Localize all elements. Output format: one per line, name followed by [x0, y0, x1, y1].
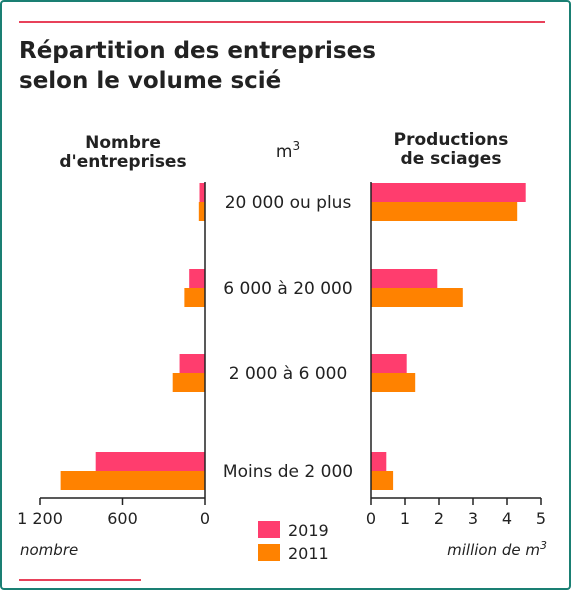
chart-title: Répartition des entreprises selon le vol…	[19, 36, 539, 96]
left-bar-2011-1	[184, 288, 205, 307]
right-header-line-2: de sciages	[401, 149, 502, 169]
right-tick-label-3: 3	[468, 509, 478, 528]
category-labels: 20 000 ou plus 6 000 à 20 000 2 000 à 6 00…	[223, 193, 353, 482]
left-bar-2019-1	[189, 269, 205, 288]
right-bar-2019-3	[371, 452, 387, 471]
right-panel-production: Productions de sciages 0 1 2 3 4 5 million de…	[366, 130, 547, 559]
center-category-column: m3 20 000 ou plus 6 000 à 20 000 2 000 à 6…	[223, 139, 353, 482]
right-axis-unit-sup: 3	[540, 539, 547, 552]
legend-swatch-2011	[258, 544, 280, 561]
right-tick-label-4: 4	[502, 509, 512, 528]
category-label-2: 2 000 à 6 000	[229, 364, 348, 384]
left-panel-companies: Nombre d'entreprises 1 200 600 0 nombre	[17, 133, 210, 559]
left-bar-2011-3	[60, 471, 205, 490]
right-axis-unit: million de m3	[447, 539, 547, 559]
left-bar-2011-0	[198, 202, 205, 221]
right-tick-label-0: 0	[366, 509, 376, 528]
chart-title-line-2: selon le volume scié	[19, 68, 282, 94]
left-bar-2019-0	[199, 183, 205, 202]
right-bar-2011-0	[371, 202, 518, 221]
left-tick-label-0: 1 200	[17, 509, 63, 528]
right-bar-2019-1	[371, 269, 438, 288]
right-tick-label-2: 2	[434, 509, 444, 528]
right-bar-2019-0	[371, 183, 526, 202]
right-tick-label-1: 1	[400, 509, 410, 528]
left-header-line-1: Nombre	[85, 133, 161, 153]
left-axis-unit: nombre	[20, 541, 78, 559]
left-axis-ticks: 1 200 600 0	[17, 498, 210, 528]
right-bars	[371, 183, 526, 490]
legend-label-2011: 2011	[288, 544, 329, 563]
center-unit-sup: 3	[292, 139, 300, 153]
bottom-accent-rule	[19, 579, 141, 581]
category-label-0: 20 000 ou plus	[225, 193, 352, 213]
chart-title-line-1: Répartition des entreprises	[19, 38, 376, 64]
center-unit-label: m3	[276, 139, 300, 162]
right-bar-2019-2	[371, 354, 407, 373]
right-bar-2011-3	[371, 471, 394, 490]
left-tick-label-2: 0	[200, 509, 210, 528]
left-bar-2019-2	[179, 354, 205, 373]
right-header-line-1: Productions	[394, 130, 509, 150]
legend-label-2019: 2019	[288, 521, 329, 540]
left-bar-2019-3	[95, 452, 205, 471]
left-tick-label-1: 600	[107, 509, 138, 528]
left-header-line-2: d'entreprises	[59, 152, 186, 172]
category-label-3: Moins de 2 000	[223, 462, 353, 482]
right-tick-label-5: 5	[536, 509, 546, 528]
legend-swatch-2019	[258, 521, 280, 538]
legend: 2019 2011	[258, 521, 329, 563]
right-axis-unit-main: million de m	[447, 541, 540, 559]
right-bar-2011-2	[371, 373, 416, 392]
top-accent-rule	[19, 21, 545, 23]
right-bar-2011-1	[371, 288, 463, 307]
left-bars	[60, 183, 205, 490]
left-bar-2011-2	[172, 373, 205, 392]
category-label-1: 6 000 à 20 000	[223, 279, 352, 299]
right-axis-ticks: 0 1 2 3 4 5	[366, 498, 546, 528]
center-unit-main: m	[276, 142, 293, 162]
